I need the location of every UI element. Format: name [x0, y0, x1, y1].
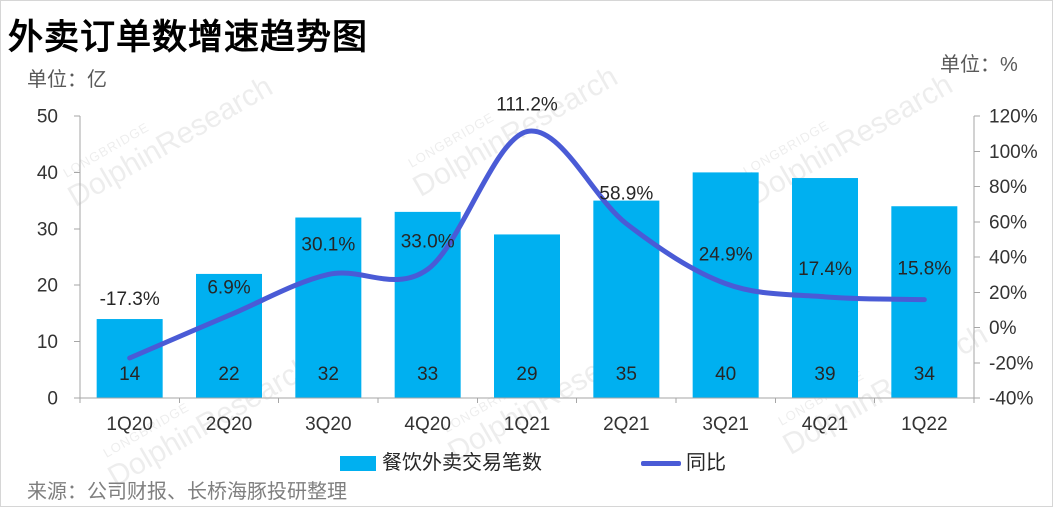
left-y-tick-label: 20	[37, 276, 58, 297]
yoy-value-label: 24.9%	[699, 245, 753, 266]
yoy-value-label: 33.0%	[401, 231, 455, 252]
right-y-tick-label: 0%	[989, 318, 1017, 339]
x-tick-label: 3Q21	[702, 414, 748, 435]
left-y-tick-label: 40	[37, 163, 58, 184]
left-y-tick-label: 0	[47, 389, 58, 410]
x-tick-label: 1Q22	[901, 414, 947, 435]
bar-value-label: 35	[616, 364, 637, 385]
left-y-tick-label: 50	[37, 107, 58, 128]
bar-value-label: 32	[318, 364, 339, 385]
legend-label-orders: 餐饮外卖交易笔数	[382, 452, 542, 474]
bar-3Q20	[295, 217, 362, 398]
bar-value-label: 29	[516, 364, 537, 385]
yoy-line	[127, 128, 927, 361]
bar-4Q21	[792, 178, 858, 398]
right-y-tick-label: 80%	[989, 177, 1027, 198]
bar-value-label: 40	[715, 364, 736, 385]
legend-label-yoy: 同比	[686, 452, 726, 474]
bar-value-label: 39	[814, 364, 835, 385]
x-tick-label: 1Q21	[504, 414, 550, 435]
yoy-value-label: -17.3%	[100, 289, 160, 310]
right-y-tick-label: -20%	[989, 353, 1033, 374]
bar-value-label: 34	[914, 364, 936, 385]
x-tick-label: 2Q20	[206, 414, 252, 435]
right-y-tick-label: 40%	[989, 248, 1027, 269]
yoy-value-label: 17.4%	[798, 259, 852, 280]
legend-line-swatch	[641, 460, 681, 466]
chart-title: 外卖订单数增速趋势图	[8, 18, 369, 57]
left-y-tick-label: 30	[37, 219, 58, 240]
left-axis-unit: 单位：亿	[27, 69, 107, 91]
bar-2Q21	[593, 200, 660, 398]
x-tick-label: 2Q21	[603, 414, 649, 435]
x-tick-label: 3Q20	[305, 414, 351, 435]
yoy-value-label: 15.8%	[897, 259, 951, 280]
legend-item-orders: 餐饮外卖交易笔数	[340, 451, 542, 475]
x-tick-label: 4Q21	[802, 414, 848, 435]
legend-bar-swatch	[340, 455, 376, 471]
right-y-tick-label: 120%	[989, 107, 1038, 128]
right-axis-unit: 单位：%	[940, 54, 1018, 76]
right-y-tick-label: 60%	[989, 212, 1027, 233]
source-note: 来源：公司财报、长桥海豚投研整理	[27, 481, 347, 503]
x-tick-label: 4Q20	[404, 414, 450, 435]
bar-value-label: 33	[417, 364, 438, 385]
right-y-tick-label: 20%	[989, 283, 1027, 304]
yoy-value-label: 58.9%	[599, 184, 653, 205]
yoy-value-label: 111.2%	[496, 95, 558, 116]
left-y-tick-label: 10	[37, 332, 58, 353]
right-y-tick-label: -40%	[989, 389, 1033, 410]
bar-2Q20	[196, 273, 262, 398]
legend-item-yoy: 同比	[641, 451, 726, 475]
right-y-tick-label: 100%	[989, 142, 1038, 163]
x-tick-label: 1Q20	[106, 414, 152, 435]
bar-value-label: 14	[119, 364, 141, 385]
yoy-value-label: 30.1%	[301, 234, 355, 255]
yoy-value-label: 6.9%	[207, 277, 250, 298]
bar-1Q21	[494, 234, 560, 398]
bar-value-label: 22	[218, 364, 239, 385]
